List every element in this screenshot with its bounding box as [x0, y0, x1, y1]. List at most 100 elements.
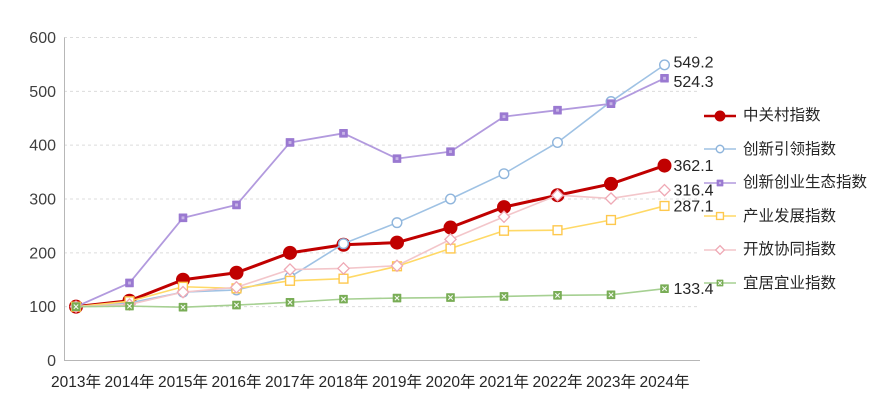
- legend-item-3: 产业发展指数: [703, 200, 867, 234]
- data-point-marker: [604, 176, 618, 191]
- marker-highlight: [449, 150, 452, 154]
- legend-marker-icon: [704, 212, 736, 221]
- legend-item-5: 宜居宜业指数: [703, 267, 867, 301]
- marker-highlight: [288, 141, 292, 144]
- marker-x-stroke: [340, 296, 347, 302]
- marker-highlight: [235, 203, 238, 207]
- data-point-marker: [552, 136, 564, 148]
- data-point-marker: [232, 200, 241, 210]
- data-point-marker: [339, 129, 348, 138]
- marker-highlight: [502, 115, 506, 119]
- marker-highlight: [556, 108, 559, 112]
- data-point-marker: [338, 238, 350, 250]
- legend-marker-icon: [704, 179, 736, 187]
- data-point-marker: [497, 210, 511, 224]
- x-tick-label: 2023年: [586, 373, 636, 391]
- data-point-marker: [443, 232, 458, 246]
- marker-x-stroke: [73, 304, 79, 310]
- legend-label: 中关村指数: [743, 107, 821, 124]
- legend-item-2: 创新创业生态指数: [703, 166, 867, 200]
- marker-highlight: [181, 216, 185, 220]
- data-point-marker: [338, 273, 349, 284]
- marker-highlight: [395, 157, 399, 161]
- marker-x-stroke: [717, 281, 723, 286]
- series-0: 362.1: [69, 158, 714, 314]
- legend-label: 开放协同指数: [743, 241, 837, 258]
- data-point-marker: [390, 235, 404, 250]
- marker-x-stroke: [126, 303, 133, 309]
- data-point-marker: [229, 265, 244, 280]
- x-axis-labels: 2013年 2014年 2015年 2016年 2017年 2018年 2019年 2020年…: [51, 373, 689, 391]
- data-point-marker: [605, 214, 617, 226]
- data-point-marker: [714, 110, 726, 122]
- x-tick-label: 2022年: [533, 373, 583, 391]
- series-line: [75, 189, 666, 308]
- data-point-marker: [499, 112, 509, 121]
- x-tick-label: 2017年: [265, 373, 315, 391]
- series-line: [75, 64, 666, 308]
- y-tick-label: 400: [29, 138, 56, 155]
- data-point-marker: [283, 263, 297, 277]
- series-end-value-label: 549.2: [674, 54, 714, 71]
- marker-x-stroke: [180, 304, 186, 310]
- data-point-marker: [498, 225, 510, 236]
- legend-item-1: 创新引领指数: [703, 133, 867, 167]
- y-tick-label: 200: [29, 245, 56, 262]
- x-tick-label: 2016年: [212, 373, 262, 391]
- legend-marker-icon: [704, 279, 736, 287]
- y-axis-labels: 0 100 200 300 400 500 600: [29, 30, 56, 370]
- data-point-marker: [715, 144, 725, 154]
- legend-marker-icon: [704, 244, 736, 256]
- series-end-value-label: 524.3: [674, 74, 714, 91]
- data-point-marker: [659, 59, 671, 71]
- marker-highlight: [609, 102, 613, 106]
- marker-x-stroke: [287, 299, 293, 305]
- data-point-marker: [716, 179, 724, 187]
- x-tick-label: 2013年: [51, 373, 101, 391]
- marker-x-stroke: [233, 302, 240, 308]
- series-3: 287.1: [70, 198, 714, 312]
- chart-legend: 中关村指数创新引领指数创新创业生态指数 产业发展指数 开放协同指数 宜居宜业指数: [703, 99, 867, 300]
- data-point-marker: [604, 191, 618, 205]
- marker-highlight: [718, 181, 722, 184]
- data-point-marker: [445, 193, 457, 205]
- legend-item-0: 中关村指数: [703, 99, 867, 133]
- data-point-marker: [715, 212, 725, 221]
- marker-highlight: [663, 76, 666, 80]
- x-tick-label: 2021年: [479, 373, 529, 391]
- data-point-marker: [178, 213, 188, 223]
- data-point-marker: [391, 217, 403, 229]
- x-tick-label: 2020年: [426, 373, 476, 391]
- data-point-marker: [552, 225, 563, 236]
- y-tick-label: 500: [29, 84, 56, 101]
- series-line: [74, 164, 666, 309]
- marker-x-stroke: [447, 294, 454, 301]
- data-point-marker: [390, 259, 404, 273]
- series-end-value-label: 133.4: [674, 281, 714, 298]
- legend-label: 创新引领指数: [743, 140, 837, 158]
- data-point-marker: [660, 73, 669, 83]
- x-tick-label: 2018年: [319, 373, 369, 391]
- data-point-marker: [336, 261, 351, 275]
- data-point-marker: [498, 168, 510, 180]
- data-point-marker: [392, 154, 402, 163]
- series-2: 524.3: [71, 73, 714, 311]
- legend-label: 创新创业生态指数: [743, 174, 868, 191]
- series-5: 133.4: [71, 281, 714, 312]
- legend-label: 宜居宜业指数: [743, 274, 837, 292]
- x-tick-label: 2019年: [372, 373, 422, 391]
- legend-marker-icon: [704, 144, 736, 154]
- data-point-marker: [229, 280, 244, 294]
- legend-label: 产业发展指数: [743, 207, 837, 225]
- x-tick-label: 2024年: [640, 373, 690, 391]
- marker-highlight: [128, 281, 131, 285]
- data-point-marker: [443, 220, 458, 235]
- data-point-marker: [657, 183, 672, 197]
- data-point-marker: [550, 188, 565, 202]
- legend-marker-icon: [704, 110, 736, 122]
- series-line: [75, 77, 666, 308]
- data-point-marker: [553, 105, 562, 115]
- marker-x-stroke: [394, 295, 400, 301]
